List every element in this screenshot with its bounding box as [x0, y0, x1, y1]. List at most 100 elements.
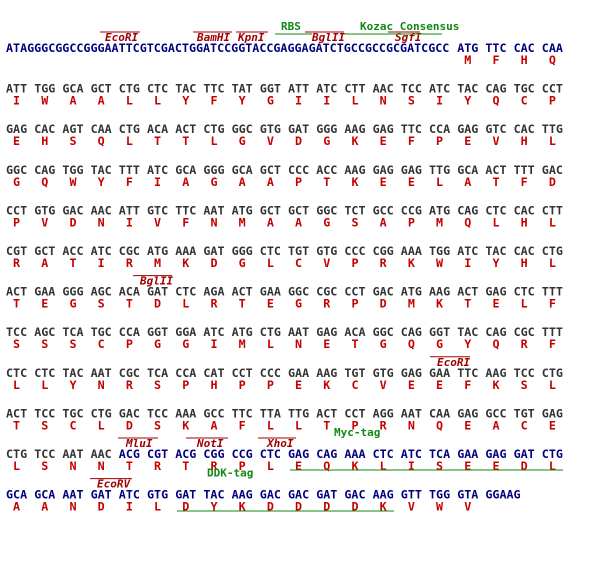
amino-acid: E	[41, 297, 48, 311]
codon: GTC	[147, 203, 168, 217]
codon: TCA	[147, 366, 168, 380]
amino-acid: T	[126, 459, 133, 473]
codon: AAG	[316, 366, 337, 380]
amino-acid: L	[182, 297, 189, 311]
codon: TTC	[175, 203, 196, 217]
codon: TAC	[485, 244, 506, 258]
codon: GAG	[288, 447, 309, 461]
codon: GCC	[485, 406, 506, 420]
codon: GAC	[62, 203, 83, 217]
amino-acid: V	[41, 215, 48, 229]
amino-acid: G	[69, 297, 76, 311]
amino-acid: S	[98, 297, 105, 311]
amino-acid: N	[98, 378, 105, 392]
codon: TTC	[203, 82, 224, 96]
amino-acid: P	[351, 297, 358, 311]
amino-acid: I	[98, 256, 105, 270]
codon: CGG	[373, 244, 394, 258]
codon: ACC	[316, 163, 337, 177]
amino-acid: I	[436, 94, 443, 108]
amino-acid: T	[351, 337, 358, 351]
restriction-site: EcoRI	[437, 356, 470, 369]
amino-acid: A	[295, 215, 302, 229]
amino-acid: I	[13, 94, 20, 108]
codon: TCC	[401, 82, 422, 96]
codon: CCT	[344, 406, 365, 420]
amino-acid: D	[549, 175, 556, 189]
amino-acid: L	[436, 175, 443, 189]
codon: CAG	[485, 82, 506, 96]
amino-acid: Q	[464, 215, 471, 229]
codon: CCC	[344, 244, 365, 258]
restriction-site: BglII	[139, 275, 173, 288]
amino-acid: M	[239, 337, 246, 351]
codon: ATC	[203, 325, 224, 339]
amino-acid: R	[126, 378, 134, 392]
amino-acid: G	[239, 256, 246, 270]
amino-acid: L	[267, 459, 274, 473]
codon: TTT	[514, 163, 535, 177]
codon: AAG	[485, 366, 506, 380]
amino-acid: I	[126, 500, 133, 514]
codon: CTG	[260, 325, 281, 339]
codon: GGT	[260, 82, 281, 96]
codon: GAA	[457, 447, 478, 461]
codon: TAC	[91, 163, 112, 177]
codon: ACA	[344, 325, 365, 339]
codon: GCA	[175, 163, 196, 177]
codon: CCG	[232, 447, 253, 461]
codon: GTG	[147, 488, 168, 502]
amino-acid: S	[154, 418, 161, 432]
amino-acid: E	[464, 459, 471, 473]
codon: GGT	[429, 325, 450, 339]
codon: CTC	[175, 285, 196, 299]
codon: AAG	[344, 122, 365, 136]
codon: CAA	[91, 122, 112, 136]
codon: ATG	[401, 285, 422, 299]
codon: TTG	[429, 163, 450, 177]
amino-acid: P	[13, 215, 20, 229]
codon: CTG	[203, 122, 224, 136]
codon: TCC	[514, 366, 535, 380]
amino-acid: P	[295, 175, 302, 189]
codon: CTT	[344, 82, 365, 96]
amino-acid: I	[154, 175, 161, 189]
amino-acid: G	[13, 175, 20, 189]
codon: CCG	[401, 203, 422, 217]
feature-label: DDK-tag	[207, 467, 253, 480]
codon: GGA	[175, 325, 196, 339]
amino-acid: L	[41, 378, 48, 392]
codon: CTG	[542, 447, 563, 461]
amino-acid: Q	[492, 337, 499, 351]
amino-acid: S	[69, 337, 76, 351]
codon: TAT	[232, 82, 253, 96]
codon: TTC	[232, 406, 253, 420]
codon: CCT	[542, 82, 563, 96]
amino-acid: Y	[69, 378, 76, 392]
amino-acid: Q	[549, 53, 556, 67]
amino-acid: N	[98, 215, 105, 229]
amino-acid: M	[436, 215, 443, 229]
codon: GCT	[91, 82, 112, 96]
amino-acid: T	[13, 418, 20, 432]
codon: ACA	[119, 285, 140, 299]
amino-acid: V	[408, 500, 415, 514]
amino-acid: E	[492, 459, 499, 473]
codon: GAT	[514, 447, 535, 461]
amino-acid: G	[295, 297, 302, 311]
amino-acid: H	[521, 215, 528, 229]
codon: TCA	[62, 325, 83, 339]
codon: TTA	[260, 406, 281, 420]
codon: CGT	[6, 244, 27, 258]
amino-acid: E	[549, 418, 556, 432]
codon: TTT	[119, 163, 140, 177]
codon: GAC	[542, 163, 563, 177]
amino-acid: C	[521, 94, 528, 108]
amino-acid: E	[380, 134, 387, 148]
amino-acid: K	[323, 378, 330, 392]
codon: CGC	[119, 244, 140, 258]
codon: AAT	[401, 406, 422, 420]
codon: ACT	[175, 122, 196, 136]
codon: GTA	[457, 488, 478, 502]
